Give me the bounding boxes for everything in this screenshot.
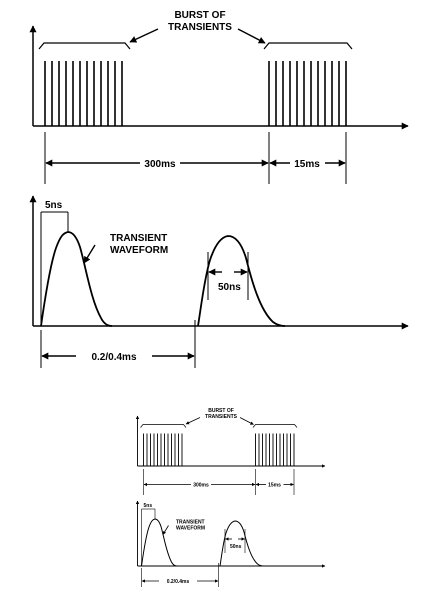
waveform-panel: [29, 195, 409, 368]
small-pulse-width-label: 50ns: [230, 544, 242, 550]
rise-time-label: 5ns: [45, 200, 63, 211]
small-burst-label-line2: TRANSIENTS: [205, 414, 238, 420]
burst-bracket-right: [263, 42, 353, 50]
small-figure: BURST OF TRANSIENTS 300ms 15ms 5ns TRANS…: [135, 408, 326, 587]
small-spacing-label: 0.2/0.4ms: [167, 579, 190, 585]
spacing-label: 0.2/0.4ms: [91, 352, 136, 363]
small-burst-duration-label: 15ms: [268, 483, 281, 489]
period-label: 300ms: [144, 159, 176, 170]
small-rise-time-label: 5ns: [144, 503, 153, 509]
burst-label-arrow-right: [237, 28, 266, 44]
burst-label-line2: TRANSIENTS: [168, 22, 232, 33]
burst-label-line1: BURST OF: [174, 10, 225, 21]
small-burst-label-line1: BURST OF: [208, 408, 234, 414]
waveform-label-line1: TRANSIENT: [110, 233, 167, 244]
burst-bracket-left: [38, 42, 131, 50]
small-figure-labels: BURST OF TRANSIENTS 300ms 15ms 5ns TRANS…: [144, 408, 282, 585]
small-waveform-label-line1: TRANSIENT: [176, 520, 205, 526]
transient-pulse-2: [197, 235, 286, 327]
pulse-width-label: 50ns: [218, 282, 241, 293]
large-figure: [29, 25, 409, 368]
small-waveform-label-line2: WAVEFORM: [176, 526, 205, 532]
waveform-label-arrow: [83, 244, 96, 264]
small-period-label: 300ms: [193, 483, 209, 489]
transient-pulse-1: [40, 231, 113, 327]
burst-pulses-left: [44, 61, 123, 126]
burst-pulses-right: [268, 61, 347, 126]
waveform-label-line2: WAVEFORM: [110, 245, 168, 256]
burst-label-arrow-left: [129, 28, 159, 43]
burst-timing-panel: [29, 25, 409, 184]
burst-duration-label: 15ms: [294, 159, 320, 170]
large-figure-labels: BURST OF TRANSIENTS 300ms 15ms 5ns TRANS…: [45, 10, 320, 363]
